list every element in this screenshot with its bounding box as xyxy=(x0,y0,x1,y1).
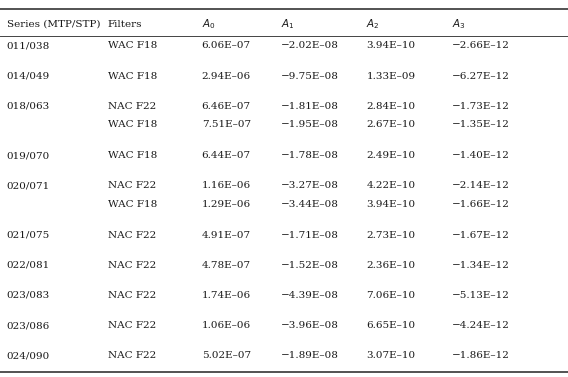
Text: −1.40E–12: −1.40E–12 xyxy=(452,151,509,160)
Text: −4.24E–12: −4.24E–12 xyxy=(452,321,509,330)
Text: 7.06E–10: 7.06E–10 xyxy=(366,291,415,300)
Text: NAC F22: NAC F22 xyxy=(108,231,156,240)
Text: 4.91E–07: 4.91E–07 xyxy=(202,231,250,240)
Text: 024/090: 024/090 xyxy=(7,351,50,360)
Text: −1.66E–12: −1.66E–12 xyxy=(452,200,509,209)
Text: 2.67E–10: 2.67E–10 xyxy=(366,120,415,129)
Text: 5.02E–07: 5.02E–07 xyxy=(202,351,250,360)
Text: −5.13E–12: −5.13E–12 xyxy=(452,291,509,300)
Text: −3.44E–08: −3.44E–08 xyxy=(281,200,339,209)
Text: 4.22E–10: 4.22E–10 xyxy=(366,181,415,190)
Text: −1.95E–08: −1.95E–08 xyxy=(281,120,339,129)
Text: Series (MTP/STP): Series (MTP/STP) xyxy=(7,20,101,29)
Text: NAC F22: NAC F22 xyxy=(108,351,156,360)
Text: 011/038: 011/038 xyxy=(7,41,50,51)
Text: 6.06E–07: 6.06E–07 xyxy=(202,41,250,51)
Text: 2.73E–10: 2.73E–10 xyxy=(366,231,415,240)
Text: NAC F22: NAC F22 xyxy=(108,291,156,300)
Text: NAC F22: NAC F22 xyxy=(108,321,156,330)
Text: 1.33E–09: 1.33E–09 xyxy=(366,72,415,81)
Text: 6.46E–07: 6.46E–07 xyxy=(202,102,250,111)
Text: 023/086: 023/086 xyxy=(7,321,50,330)
Text: WAC F18: WAC F18 xyxy=(108,151,157,160)
Text: −1.34E–12: −1.34E–12 xyxy=(452,261,509,270)
Text: −4.39E–08: −4.39E–08 xyxy=(281,291,339,300)
Text: $A_1$: $A_1$ xyxy=(281,18,295,31)
Text: 3.07E–10: 3.07E–10 xyxy=(366,351,415,360)
Text: WAC F18: WAC F18 xyxy=(108,72,157,81)
Text: $A_3$: $A_3$ xyxy=(452,18,465,31)
Text: −1.89E–08: −1.89E–08 xyxy=(281,351,339,360)
Text: 2.94E–06: 2.94E–06 xyxy=(202,72,250,81)
Text: 3.94E–10: 3.94E–10 xyxy=(366,200,415,209)
Text: 6.44E–07: 6.44E–07 xyxy=(202,151,250,160)
Text: 2.84E–10: 2.84E–10 xyxy=(366,102,415,111)
Text: 022/081: 022/081 xyxy=(7,261,50,270)
Text: 1.29E–06: 1.29E–06 xyxy=(202,200,250,209)
Text: 7.51E–07: 7.51E–07 xyxy=(202,120,250,129)
Text: −1.67E–12: −1.67E–12 xyxy=(452,231,509,240)
Text: −1.81E–08: −1.81E–08 xyxy=(281,102,339,111)
Text: −1.35E–12: −1.35E–12 xyxy=(452,120,509,129)
Text: NAC F22: NAC F22 xyxy=(108,102,156,111)
Text: −9.75E–08: −9.75E–08 xyxy=(281,72,339,81)
Text: $A_2$: $A_2$ xyxy=(366,18,380,31)
Text: 1.74E–06: 1.74E–06 xyxy=(202,291,250,300)
Text: 023/083: 023/083 xyxy=(7,291,50,300)
Text: 014/049: 014/049 xyxy=(7,72,50,81)
Text: 019/070: 019/070 xyxy=(7,151,50,160)
Text: −3.27E–08: −3.27E–08 xyxy=(281,181,339,190)
Text: 4.78E–07: 4.78E–07 xyxy=(202,261,250,270)
Text: −1.52E–08: −1.52E–08 xyxy=(281,261,339,270)
Text: 018/063: 018/063 xyxy=(7,102,50,111)
Text: −1.78E–08: −1.78E–08 xyxy=(281,151,339,160)
Text: NAC F22: NAC F22 xyxy=(108,181,156,190)
Text: 1.16E–06: 1.16E–06 xyxy=(202,181,250,190)
Text: $A_0$: $A_0$ xyxy=(202,18,215,31)
Text: WAC F18: WAC F18 xyxy=(108,41,157,51)
Text: −1.86E–12: −1.86E–12 xyxy=(452,351,509,360)
Text: WAC F18: WAC F18 xyxy=(108,200,157,209)
Text: −2.14E–12: −2.14E–12 xyxy=(452,181,509,190)
Text: 3.94E–10: 3.94E–10 xyxy=(366,41,415,51)
Text: 1.06E–06: 1.06E–06 xyxy=(202,321,250,330)
Text: −3.96E–08: −3.96E–08 xyxy=(281,321,339,330)
Text: −6.27E–12: −6.27E–12 xyxy=(452,72,509,81)
Text: −2.02E–08: −2.02E–08 xyxy=(281,41,339,51)
Text: 021/075: 021/075 xyxy=(7,231,50,240)
Text: NAC F22: NAC F22 xyxy=(108,261,156,270)
Text: 6.65E–10: 6.65E–10 xyxy=(366,321,415,330)
Text: −1.71E–08: −1.71E–08 xyxy=(281,231,339,240)
Text: 2.36E–10: 2.36E–10 xyxy=(366,261,415,270)
Text: Filters: Filters xyxy=(108,20,143,29)
Text: 2.49E–10: 2.49E–10 xyxy=(366,151,415,160)
Text: 020/071: 020/071 xyxy=(7,181,50,190)
Text: −1.73E–12: −1.73E–12 xyxy=(452,102,509,111)
Text: WAC F18: WAC F18 xyxy=(108,120,157,129)
Text: −2.66E–12: −2.66E–12 xyxy=(452,41,509,51)
